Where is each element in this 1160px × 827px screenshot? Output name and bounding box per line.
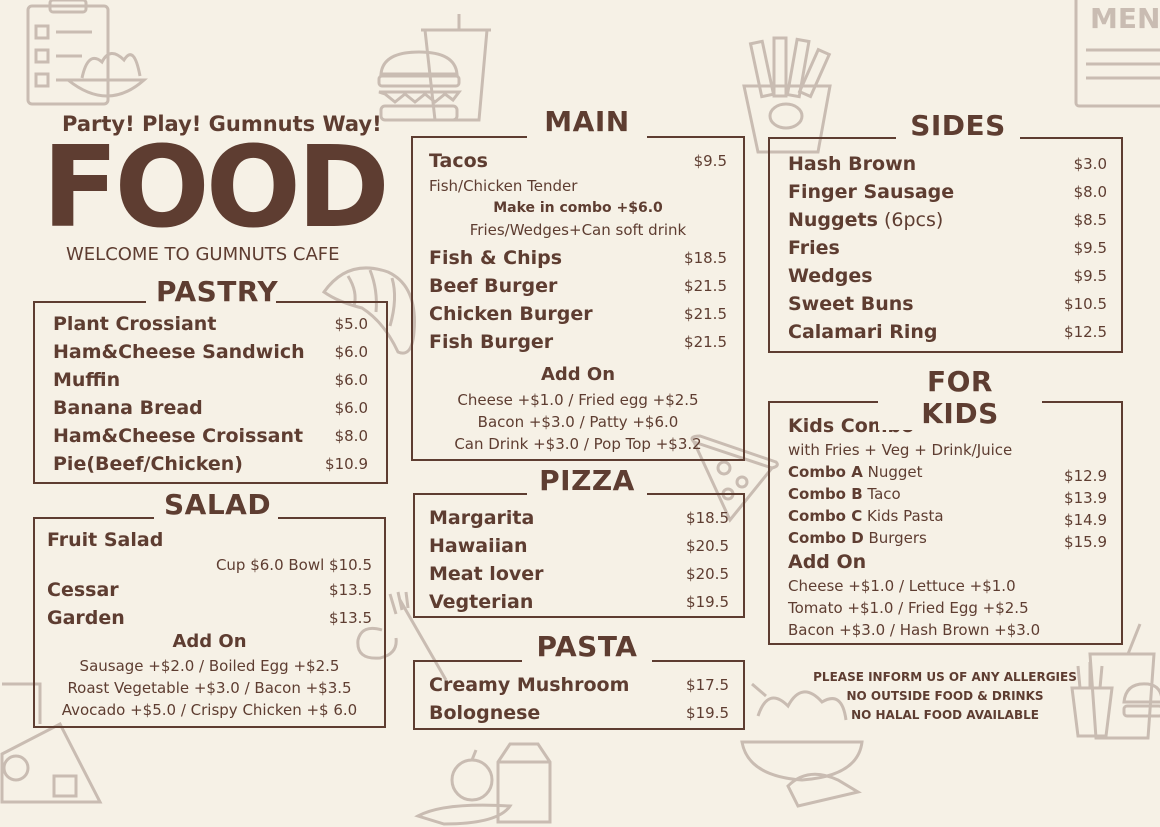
combo-item: Combo D Burgers $15.9: [788, 529, 1107, 551]
outside-food-notice: NO OUTSIDE FOOD & DRINKS: [846, 689, 1044, 703]
menu-item: Finger Sausage $8.0: [788, 181, 1107, 203]
menu-item: Bolognese $19.5: [429, 702, 729, 724]
menu-item: Muffin $6.0: [53, 369, 368, 391]
combo-item: Combo C Kids Pasta $14.9: [788, 507, 1107, 529]
menu-item: Wedges $9.5: [788, 265, 1107, 287]
salad-title: SALAD: [154, 489, 278, 521]
menu-item: Nuggets (6pcs) $8.5: [788, 209, 1107, 231]
menu-item: Hash Brown $3.0: [788, 153, 1107, 175]
fruit-salad-prices: Cup $6.0 Bowl $10.5: [215, 556, 372, 574]
pizza-section: Margarita $18.5 Hawaiian $20.5 Meat lover $…: [413, 493, 745, 618]
menu-item: Tacos $9.5: [429, 150, 727, 172]
addon-line: Cheese +$1.0 / Fried egg +$2.5: [457, 391, 699, 409]
combo-item: Combo A Nugget $12.9: [788, 463, 1107, 485]
menu-sign-label: MENU: [1090, 2, 1160, 35]
kids-section: Kids Combo with Fries + Veg + Drink/Juic…: [768, 401, 1123, 645]
tagline: Party! Play! Gumnuts Way!: [62, 112, 382, 136]
menu-item: Plant Crossiant $5.0: [53, 313, 368, 335]
sides-section: Hash Brown $3.0 Finger Sausage $8.0 Nugget…: [768, 137, 1123, 353]
addon-line: Tomato +$1.0 / Fried Egg +$2.5: [788, 599, 1029, 617]
halal-notice: NO HALAL FOOD AVAILABLE: [851, 708, 1039, 722]
menu-item: Fries $9.5: [788, 237, 1107, 259]
main-section: Tacos $9.5 Fish/Chicken Tender Make in co…: [411, 136, 745, 461]
combo-item: Combo B Taco $13.9: [788, 485, 1107, 507]
menu-item: Banana Bread $6.0: [53, 397, 368, 419]
addon-line: Sausage +$2.0 / Boiled Egg +$2.5: [79, 657, 340, 675]
clipboard-salad-icon: [22, 0, 152, 110]
fries-box-icon: [738, 34, 843, 159]
tacos-description: Fish/Chicken Tender: [429, 177, 578, 195]
salad-section: Fruit Salad Cup $6.0 Bowl $10.5 Cessar $1…: [33, 517, 386, 728]
kids-addon-title: Add On: [788, 551, 867, 573]
fork-icon: [352, 590, 452, 685]
grocery-icon: [414, 732, 559, 827]
menu-item: Vegterian $19.5: [429, 591, 729, 613]
menu-item: Chicken Burger $21.5: [429, 303, 727, 325]
addon-line: Avocado +$5.0 / Crispy Chicken +$ 6.0: [61, 701, 358, 719]
menu-item: Cessar $13.5: [47, 579, 372, 601]
main-title: MAIN: [527, 106, 647, 138]
addon-line: Can Drink +$3.0 / Pop Top +$3.2: [454, 435, 702, 453]
menu-item: Pie(Beef/Chicken) $10.9: [53, 453, 368, 475]
addon-line: Bacon +$3.0 / Hash Brown +$3.0: [788, 621, 1041, 639]
menu-item: Fruit Salad: [47, 529, 164, 551]
menu-item: Beef Burger $21.5: [429, 275, 727, 297]
notices: PLEASE INFORM US OF ANY ALLERGIES NO OUT…: [800, 668, 1090, 725]
pastry-section: Plant Crossiant $5.0 Ham&Cheese Sandwich $…: [33, 301, 388, 484]
menu-sign-icon: MENU: [1072, 0, 1160, 110]
salad-bowl-icon: [738, 676, 873, 821]
menu-item: Margarita $18.5: [429, 507, 729, 529]
combo-description: Fries/Wedges+Can soft drink: [469, 221, 687, 239]
pastry-title: PASTRY: [146, 276, 278, 308]
pasta-section: Creamy Mushroom $17.5 Bolognese $19.5: [413, 660, 745, 730]
menu-item: Creamy Mushroom $17.5: [429, 674, 729, 696]
page-title: FOOD: [42, 123, 390, 253]
menu-item: Ham&Cheese Croissant $8.0: [53, 425, 368, 447]
drink-fries-burger-icon: [1068, 618, 1160, 743]
menu-item: Hawaiian $20.5: [429, 535, 729, 557]
menu-item: Fish & Chips $18.5: [429, 247, 727, 269]
menu-item: Garden $13.5: [47, 607, 372, 629]
menu-item: Calamari Ring $12.5: [788, 321, 1107, 343]
allergy-notice: PLEASE INFORM US OF ANY ALLERGIES: [813, 670, 1077, 684]
burger-drink-icon: [375, 12, 500, 127]
pizza-title: PIZZA: [527, 465, 647, 497]
sides-title: SIDES: [896, 110, 1020, 142]
addon-line: Roast Vegetable +$3.0 / Bacon +$3.5: [67, 679, 352, 697]
pasta-title: PASTA: [522, 631, 652, 663]
menu-item: Fish Burger $21.5: [429, 331, 727, 353]
pizza-slice-icon: [684, 432, 779, 527]
main-addon-title: Add On: [540, 364, 616, 385]
combo-line: Make in combo +$6.0: [493, 200, 663, 216]
menu-item: Sweet Buns $10.5: [788, 293, 1107, 315]
addon-line: Bacon +$3.0 / Patty +$6.0: [477, 413, 679, 431]
addon-line: Cheese +$1.0 / Lettuce +$1.0: [788, 577, 1016, 595]
menu-item: Meat lover $20.5: [429, 563, 729, 585]
salad-addon-title: Add On: [172, 631, 247, 652]
welcome-text: WELCOME TO GUMNUTS CAFE: [66, 244, 340, 265]
kids-title: FOR KIDS: [878, 366, 1042, 430]
house-icon: [0, 664, 105, 809]
croissant-icon: [318, 262, 423, 362]
kids-combo-description: with Fries + Veg + Drink/Juice: [788, 441, 1013, 459]
menu-item: Ham&Cheese Sandwich $6.0: [53, 341, 368, 363]
